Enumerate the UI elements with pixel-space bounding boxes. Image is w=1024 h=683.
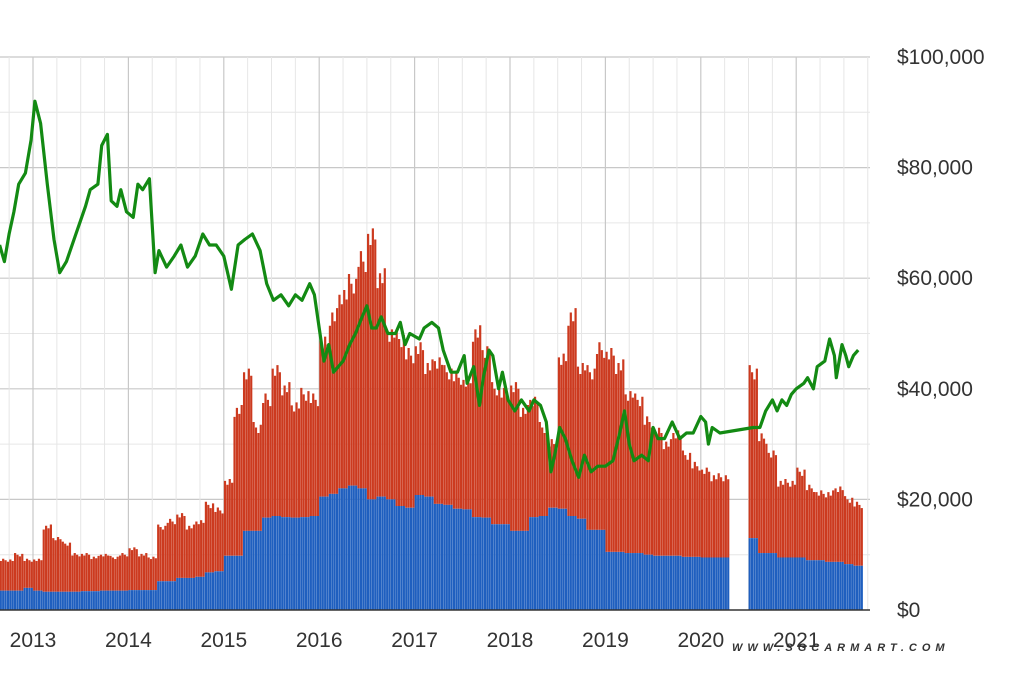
- x-tick-label: 2018: [487, 629, 534, 652]
- x-tick-label: 2013: [10, 629, 57, 652]
- bars: [0, 228, 863, 610]
- x-tick-label: 2021: [773, 629, 820, 652]
- x-tick-label: 2014: [105, 629, 152, 652]
- y-tick-label: $80,000: [897, 157, 973, 180]
- grid: [0, 56, 870, 610]
- x-tick-label: 2015: [200, 629, 247, 652]
- x-tick-label: 2019: [582, 629, 629, 652]
- y-tick-label: $40,000: [897, 378, 973, 401]
- watermark: WWW.SGCARMART.COM: [732, 642, 950, 654]
- y-tick-label: $100,000: [897, 46, 985, 69]
- x-tick-label: 2016: [296, 629, 343, 652]
- axes: $0 $20,000 $40,000 $60,000 $80,000 $100,000 20…: [0, 46, 985, 652]
- y-tick-label: $60,000: [897, 267, 973, 290]
- price-line: [0, 99, 860, 479]
- y-tick-label: $0: [897, 599, 920, 622]
- price-line-path: [0, 99, 860, 479]
- x-tick-label: 2020: [677, 629, 724, 652]
- y-tick-label: $20,000: [897, 488, 973, 511]
- x-tick-label: 2017: [391, 629, 438, 652]
